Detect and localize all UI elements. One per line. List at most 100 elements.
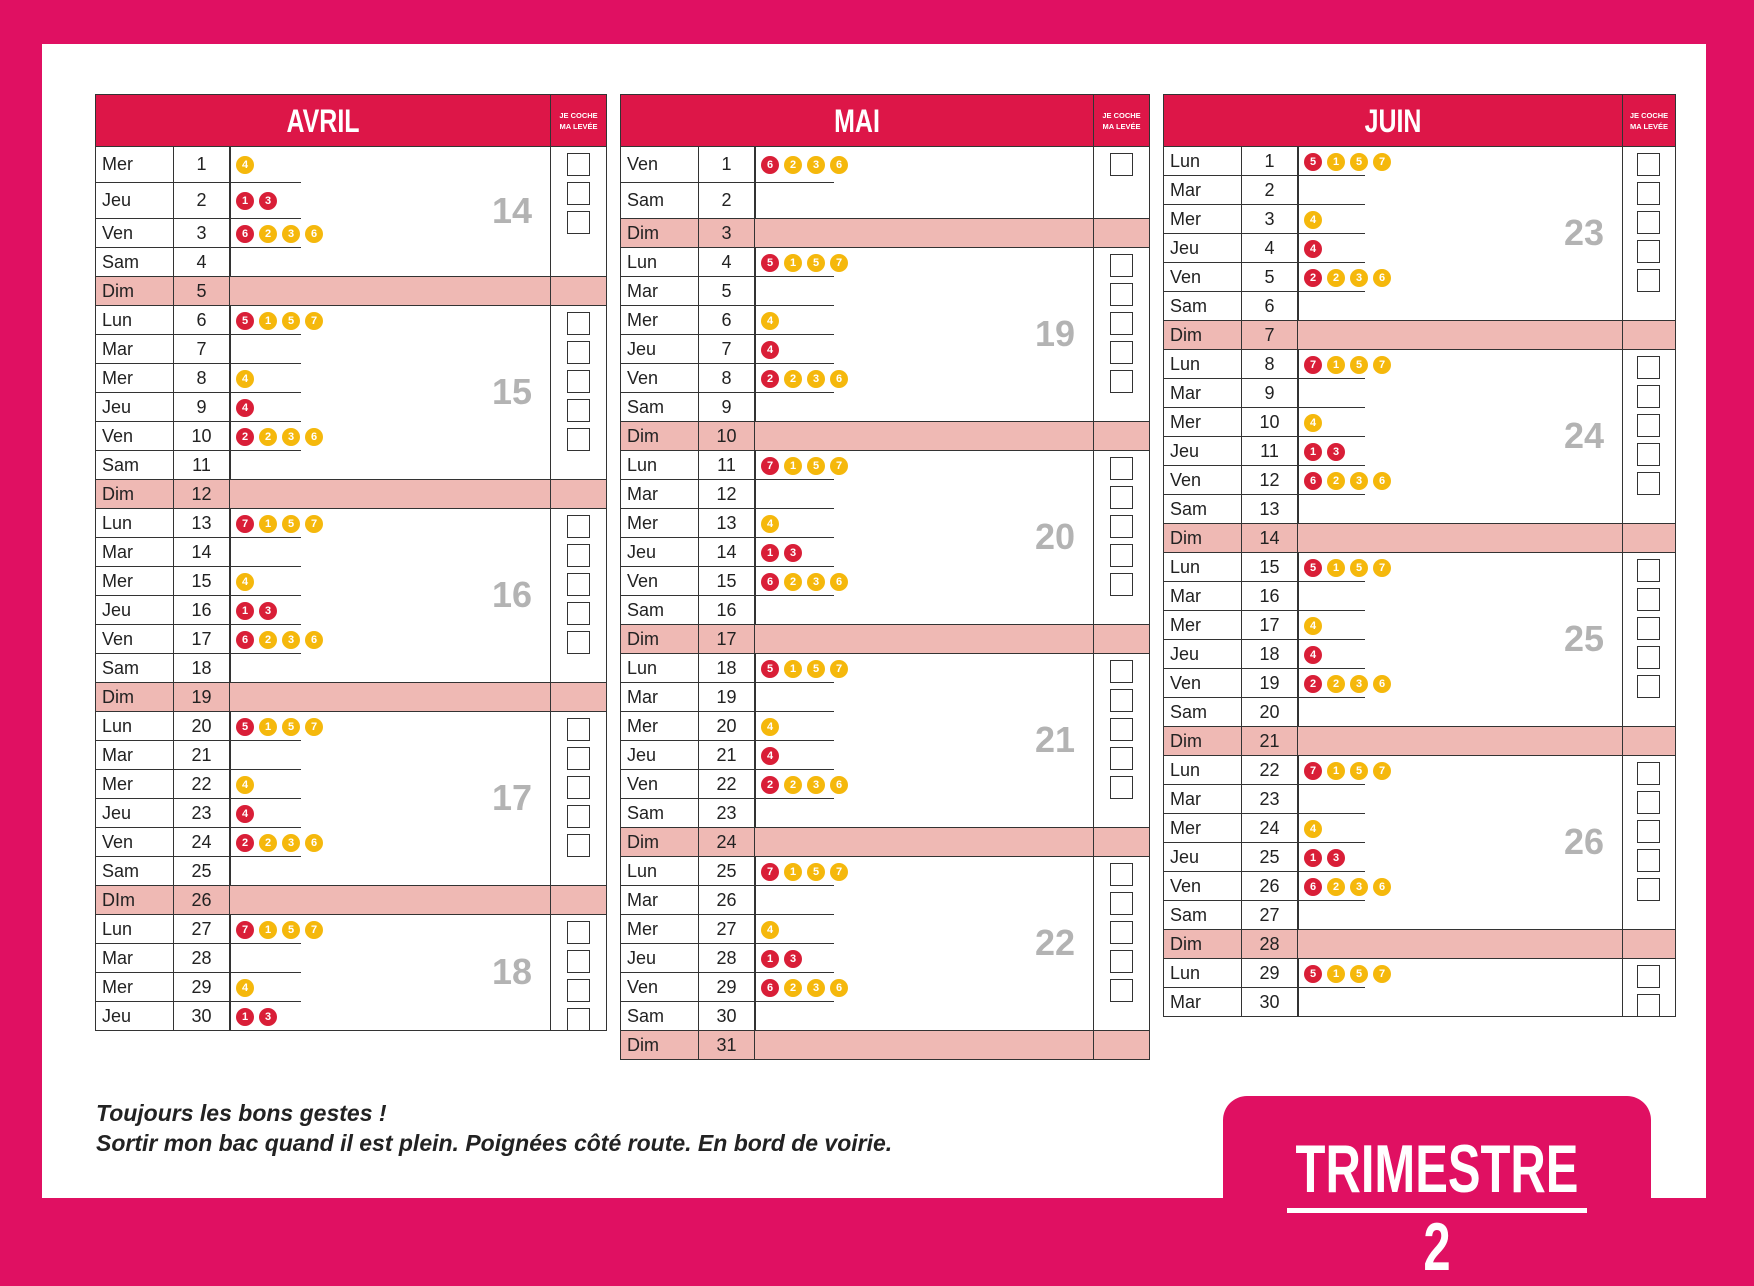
pickup-checkbox[interactable] (566, 950, 590, 973)
day-row: Lun 25 (621, 857, 834, 886)
pickup-checkbox[interactable] (1109, 689, 1133, 712)
pickup-checkbox[interactable] (1637, 994, 1660, 1017)
pickup-checkbox[interactable] (566, 747, 590, 770)
check-column (1622, 553, 1675, 726)
pickup-checkbox[interactable] (1109, 950, 1133, 973)
pickup-checkbox[interactable] (566, 370, 590, 393)
pickup-checkbox[interactable] (566, 805, 590, 828)
pickup-checkbox[interactable] (1109, 515, 1133, 538)
pickup-checkbox[interactable] (1637, 849, 1660, 872)
pickup-checkbox[interactable] (566, 1008, 590, 1031)
yellow-bin-number-icon: 6 (305, 630, 323, 649)
check-header-text: JE COCHE (559, 111, 598, 120)
pickup-checkbox[interactable] (1637, 356, 1660, 379)
weekday-label: Lun (621, 248, 699, 276)
pickup-checkbox[interactable] (1637, 559, 1660, 582)
date-number: 6 (699, 306, 755, 334)
pickup-checkbox[interactable] (1637, 269, 1660, 292)
pickup-checkbox[interactable] (566, 921, 590, 944)
check-column (1093, 654, 1149, 827)
pickup-checkbox[interactable] (566, 834, 590, 857)
pickup-checkbox[interactable] (566, 631, 590, 654)
sunday-check-divider (550, 277, 551, 305)
day-row: Jeu 4 (1164, 234, 1365, 263)
pickup-checkbox[interactable] (566, 515, 590, 538)
weekday-label: Mer (1164, 814, 1242, 842)
pickup-checkbox[interactable] (566, 776, 590, 799)
pickup-checkbox[interactable] (1109, 892, 1133, 915)
pickup-checkbox[interactable] (1637, 414, 1660, 437)
yellow-bin-number-icon: 6 (830, 978, 848, 997)
red-bin-number-icon: 3 (259, 192, 277, 210)
pickup-checkbox[interactable] (566, 153, 590, 176)
pickup-checkbox[interactable] (1637, 240, 1660, 263)
pickup-checkbox[interactable] (1637, 965, 1660, 988)
pickup-checkbox[interactable] (1109, 660, 1133, 683)
pickup-checkbox[interactable] (1637, 791, 1660, 814)
yellow-bin-number-icon: 2 (784, 156, 802, 174)
pickup-checkbox[interactable] (1637, 182, 1660, 205)
pickup-checkbox[interactable] (1109, 153, 1133, 176)
pickup-checkbox[interactable] (1109, 370, 1133, 393)
pickup-checkbox[interactable] (566, 544, 590, 567)
pickup-checkbox[interactable] (1109, 718, 1133, 741)
sunday-check-divider (550, 683, 551, 711)
collection-icons: 4 (236, 804, 254, 823)
date-number: 25 (1242, 843, 1298, 871)
day-row: Lun 15 (1164, 553, 1365, 582)
pickup-checkbox[interactable] (1637, 385, 1660, 408)
sunday-row: Dim 21 (1164, 727, 1675, 756)
date-number: 13 (699, 509, 755, 537)
pickup-checkbox[interactable] (1109, 863, 1133, 886)
pickup-checkbox[interactable] (1109, 747, 1133, 770)
yellow-bin-number-icon: 3 (807, 572, 825, 591)
pickup-checkbox[interactable] (1109, 979, 1133, 1002)
pickup-checkbox[interactable] (566, 312, 590, 335)
pickup-checkbox[interactable] (1637, 646, 1660, 669)
pickup-checkbox[interactable] (566, 602, 590, 625)
weekday-label: Mar (621, 683, 699, 711)
pickup-checkbox[interactable] (566, 979, 590, 1002)
pickup-checkbox[interactable] (566, 341, 590, 364)
sunday-check-divider (1093, 422, 1094, 450)
yellow-bin-number-icon: 7 (1373, 558, 1391, 577)
pickup-checkbox[interactable] (1109, 486, 1133, 509)
week-number: 21 (1034, 719, 1075, 760)
pickup-checkbox[interactable] (1109, 776, 1133, 799)
collection-icons: 4 (761, 746, 779, 765)
pickup-checkbox[interactable] (1637, 443, 1660, 466)
pickup-checkbox[interactable] (1109, 921, 1133, 944)
red-bin-number-icon: 7 (1304, 355, 1322, 374)
pickup-checkbox[interactable] (566, 182, 590, 205)
pickup-checkbox[interactable] (1637, 153, 1660, 176)
red-bin-number-icon: 4 (1304, 645, 1322, 664)
pickup-checkbox[interactable] (1637, 675, 1660, 698)
pickup-checkbox[interactable] (1109, 457, 1133, 480)
pickup-checkbox[interactable] (1109, 573, 1133, 596)
pickup-checkbox[interactable] (566, 428, 590, 451)
check-header-text: MA LEVÉE (1629, 122, 1669, 131)
week-number: 20 (1034, 516, 1075, 557)
pickup-checkbox[interactable] (566, 399, 590, 422)
pickup-checkbox[interactable] (1637, 617, 1660, 640)
pickup-checkbox[interactable] (1109, 544, 1133, 567)
weekday-label: Dim (96, 480, 174, 508)
yellow-bin-number-icon: 2 (1327, 268, 1345, 287)
pickup-checkbox[interactable] (1109, 341, 1133, 364)
pickup-checkbox[interactable] (1637, 211, 1660, 234)
pickup-checkbox[interactable] (1637, 762, 1660, 785)
pickup-checkbox[interactable] (566, 211, 590, 234)
pickup-checkbox[interactable] (1637, 878, 1660, 901)
weekday-label: Ven (621, 770, 699, 798)
pickup-checkbox[interactable] (566, 718, 590, 741)
pickup-checkbox[interactable] (1109, 254, 1133, 277)
pickup-checkbox[interactable] (1637, 588, 1660, 611)
day-row: Jeu 25 (1164, 843, 1365, 872)
pickup-checkbox[interactable] (566, 573, 590, 596)
pickup-checkbox[interactable] (1109, 283, 1133, 306)
pickup-checkbox[interactable] (1637, 472, 1660, 495)
pickup-checkbox[interactable] (1637, 820, 1660, 843)
month-header: MAI JE COCHE MA LEVÉE (621, 95, 1149, 147)
pickup-checkbox[interactable] (1109, 312, 1133, 335)
